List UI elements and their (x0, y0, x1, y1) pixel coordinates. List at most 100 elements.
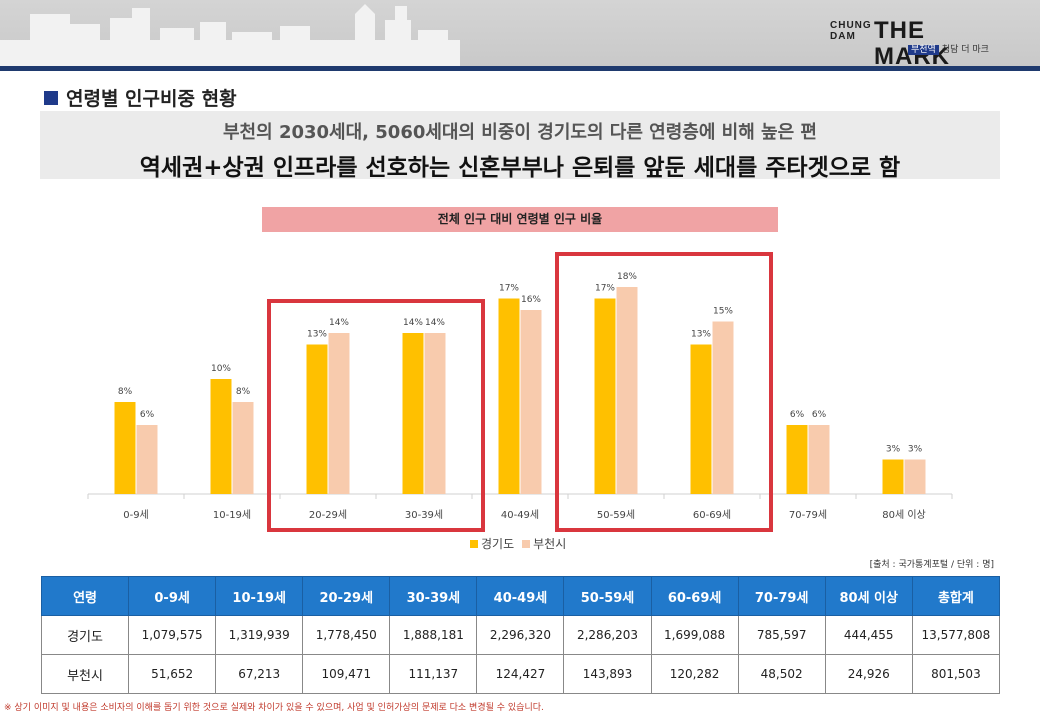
table-header-cell: 70-79세 (737, 576, 826, 616)
table-cell: 24,926 (824, 654, 913, 694)
table-cell: 1,319,939 (215, 615, 304, 655)
population-table: 연령 0-9세 10-19세 20-29세 30-39세 40-49세 50-5… (40, 576, 1001, 694)
x-tick-label: 70-79세 (789, 509, 827, 521)
x-tick-label: 30-39세 (405, 509, 443, 521)
header-divider (0, 66, 1040, 71)
data-label: 6% (140, 410, 155, 420)
bar (882, 459, 904, 494)
legend-swatch-bucheon (522, 539, 531, 548)
bar (808, 425, 830, 494)
table-cell: 48,502 (737, 654, 826, 694)
bar (402, 333, 424, 494)
bar (328, 333, 350, 494)
summary-line-2: 역세권+상권 인프라를 선호하는 신혼부부나 은퇴를 앞둔 세대를 주타겟으로 … (139, 155, 901, 181)
logo-small-text: CHUNG DAM (830, 20, 872, 42)
data-label: 13% (307, 330, 327, 340)
bar (232, 402, 254, 494)
bar (136, 425, 158, 494)
data-label: 3% (908, 445, 923, 455)
table-cell: 1,699,088 (650, 615, 739, 655)
bar (786, 425, 808, 494)
logo-sub-text: 청담 더 마크 (941, 45, 989, 55)
data-label: 3% (886, 445, 901, 455)
chart-title: 전체 인구 대비 연령별 인구 비율 (262, 207, 778, 232)
table-cell: 1,888,181 (389, 615, 478, 655)
chart-legend: 경기도 부천시 (470, 535, 574, 552)
table-header-cell: 20-29세 (302, 576, 391, 616)
table-header-cell: 30-39세 (389, 576, 478, 616)
table-row: 경기도 1,079,575 1,319,939 1,778,450 1,888,… (40, 615, 1001, 655)
bar (904, 459, 926, 494)
table-cell: 444,455 (824, 615, 913, 655)
table-cell: 109,471 (302, 654, 391, 694)
x-tick-label: 20-29세 (309, 509, 347, 521)
bar (690, 344, 712, 494)
table-cell: 785,597 (737, 615, 826, 655)
bar (498, 298, 520, 494)
data-label: 17% (499, 284, 519, 294)
logo-badge: 부천역 (908, 45, 939, 55)
disclaimer-footnote: ※ 상기 이미지 및 내용은 소비자의 이해를 돕기 위한 것으로 실제와 차이… (4, 703, 544, 713)
bar (712, 321, 734, 494)
data-label: 10% (211, 364, 231, 374)
x-tick-label: 40-49세 (501, 509, 539, 521)
data-label: 15% (713, 307, 733, 317)
table-row: 부천시 51,652 67,213 109,471 111,137 124,42… (40, 654, 1001, 694)
section-title: 연령별 인구비중 현황 (44, 84, 237, 111)
data-label: 6% (790, 410, 805, 420)
source-note: [출처 : 국가통계포털 / 단위 : 명] (869, 560, 994, 570)
table-cell: 124,427 (476, 654, 565, 694)
data-label: 8% (118, 387, 133, 397)
table-header-cell: 80세 이상 (824, 576, 913, 616)
bar (114, 402, 136, 494)
table-header-cell: 총합계 (911, 576, 1001, 616)
summary-box: 부천의 2030세대, 5060세대의 비중이 경기도의 다른 연령층에 비해 … (40, 111, 1000, 181)
table-header-cell: 10-19세 (215, 576, 304, 616)
legend-label-bucheon: 부천시 (533, 537, 567, 551)
table-header-cell: 0-9세 (128, 576, 217, 616)
square-bullet-icon (44, 90, 58, 105)
highlight-box (555, 252, 773, 532)
section-title-text: 연령별 인구비중 현황 (66, 88, 237, 110)
data-label: 14% (403, 318, 423, 328)
table-header-cell: 연령 (40, 576, 130, 616)
table-cell: 2,296,320 (476, 615, 565, 655)
bar (616, 287, 638, 494)
table-cell: 143,893 (563, 654, 652, 694)
table-cell: 51,652 (128, 654, 217, 694)
x-tick-label: 10-19세 (213, 509, 251, 521)
data-label: 6% (812, 410, 827, 420)
city-skyline-illustration (0, 4, 460, 66)
data-label: 14% (425, 318, 445, 328)
data-label: 13% (691, 330, 711, 340)
highlight-box (267, 299, 485, 532)
bar (210, 379, 232, 494)
table-cell: 120,282 (650, 654, 739, 694)
bar (424, 333, 446, 494)
legend-item-gyeonggi: 경기도 (470, 535, 514, 552)
data-label: 8% (236, 387, 251, 397)
table-cell: 111,137 (389, 654, 478, 694)
table-header-cell: 40-49세 (476, 576, 565, 616)
table-header-cell: 50-59세 (563, 576, 652, 616)
legend-label-gyeonggi: 경기도 (481, 537, 515, 551)
data-label: 16% (521, 295, 541, 305)
x-tick-label: 80세 이상 (882, 509, 926, 521)
table-header-row: 연령 0-9세 10-19세 20-29세 30-39세 40-49세 50-5… (40, 576, 1001, 616)
data-label: 17% (595, 284, 615, 294)
bar (594, 298, 616, 494)
table-cell: 1,079,575 (128, 615, 217, 655)
table-cell: 1,778,450 (302, 615, 391, 655)
table-cell: 801,503 (911, 654, 1001, 694)
bar (520, 310, 542, 494)
table-cell: 2,286,203 (563, 615, 652, 655)
data-label: 18% (617, 272, 637, 282)
x-tick-label: 0-9세 (123, 509, 149, 521)
table-cell: 경기도 (40, 615, 130, 655)
table-cell: 13,577,808 (911, 615, 1001, 655)
logo-subtitle: 부천역 청담 더 마크 (908, 44, 989, 56)
legend-swatch-gyeonggi (470, 539, 478, 548)
